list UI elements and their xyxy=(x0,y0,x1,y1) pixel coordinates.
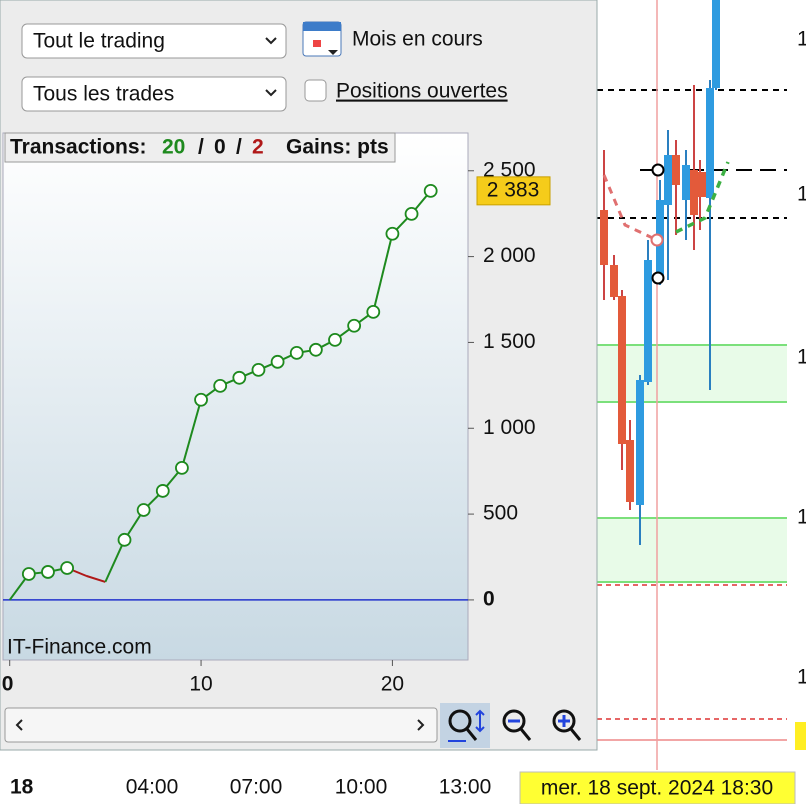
trade-link xyxy=(602,174,658,242)
trade-marker xyxy=(117,532,132,547)
calendar-button[interactable] xyxy=(302,21,342,57)
transactions-label: Transactions: xyxy=(10,136,147,159)
zone xyxy=(597,345,787,402)
equity-segment xyxy=(372,233,394,313)
gains-label: Gains: pts xyxy=(286,136,389,159)
y-tick-label: 2 000 xyxy=(483,244,536,267)
trade-point xyxy=(651,271,665,285)
trade-marker xyxy=(21,567,36,581)
time-label: 13:00 xyxy=(439,776,492,799)
zoom-icons[interactable] xyxy=(448,709,582,742)
select-text: Tous les trades xyxy=(33,83,174,106)
trade-marker xyxy=(270,354,285,369)
cursor-date: mer. 18 sept. 2024 18:30 xyxy=(541,777,773,800)
red-levels xyxy=(597,584,787,720)
trade-marker xyxy=(385,226,400,241)
price-label: 1 xyxy=(797,183,806,206)
time-label: 04:00 xyxy=(126,776,179,799)
trade-marker xyxy=(308,342,323,357)
y-tick-label: 1 000 xyxy=(483,416,536,439)
value-label: 2 383 xyxy=(487,178,540,201)
select-text: Tout le trading xyxy=(33,30,165,53)
zone xyxy=(597,518,787,582)
y-tick-label: 2 500 xyxy=(483,158,536,181)
trade-marker xyxy=(60,561,75,575)
price-label: 1 xyxy=(797,28,806,51)
separator: / xyxy=(198,136,204,159)
trade-marker xyxy=(423,183,438,198)
trade-marker xyxy=(347,318,362,333)
trade-marker xyxy=(136,503,151,517)
trades-select[interactable]: Tous les trades xyxy=(21,76,287,112)
trade-marker xyxy=(366,304,381,319)
time-label: 18 xyxy=(10,776,34,799)
equity-segment xyxy=(104,539,126,583)
trade-point xyxy=(651,163,665,177)
calendar-label: Mois en cours xyxy=(352,28,483,51)
trade-link xyxy=(675,161,730,234)
candles xyxy=(600,0,720,545)
trade-marker xyxy=(404,206,419,221)
trade-marker xyxy=(213,378,228,393)
y-tick-label: 0 xyxy=(483,587,495,610)
period-select[interactable]: Tout le trading xyxy=(21,23,287,59)
price-label: 1 xyxy=(797,346,806,369)
losses: 2 xyxy=(252,136,264,159)
wins: 20 xyxy=(162,136,185,159)
checkbox[interactable] xyxy=(304,79,327,102)
trade-marker xyxy=(175,461,189,475)
value-label-box xyxy=(476,176,551,206)
header: Transactions: 20 / 0 / 2 Gains: pts xyxy=(4,132,396,163)
checkbox-label[interactable]: Positions ouvertes xyxy=(336,80,508,103)
y-tick-label: 1 500 xyxy=(483,330,536,353)
trade-marker xyxy=(289,345,304,360)
x-tick-label: 10 xyxy=(189,673,212,696)
background-chart: 1 1 1 1 1 mer. 18 sept. 2024 18:30 18 04:00 07… xyxy=(10,0,806,804)
trade-marker xyxy=(194,392,208,407)
watermark: IT-Finance.com xyxy=(7,636,152,659)
trade-marker xyxy=(155,484,170,498)
trade-marker xyxy=(328,332,342,347)
x-tick-label: 0 xyxy=(2,673,14,696)
scrollbar[interactable] xyxy=(4,707,438,743)
date-box xyxy=(519,771,796,804)
breakeven: 0 xyxy=(214,136,226,159)
zone-lines xyxy=(597,344,787,583)
price-label: 1 xyxy=(797,506,806,529)
equity-segment xyxy=(180,399,203,469)
equity-segment xyxy=(85,574,106,583)
trade-marker xyxy=(232,370,247,385)
plot-area xyxy=(2,132,469,661)
trade-marker xyxy=(251,362,266,377)
trade-point xyxy=(650,233,664,247)
x-tick-label: 20 xyxy=(381,673,404,696)
time-label: 07:00 xyxy=(230,776,283,799)
price-label: 1 xyxy=(797,666,806,689)
trade-marker xyxy=(41,565,55,579)
price-tag xyxy=(795,722,806,750)
separator: / xyxy=(236,136,242,159)
time-label: 10:00 xyxy=(335,776,388,799)
y-tick-label: 500 xyxy=(483,502,518,525)
